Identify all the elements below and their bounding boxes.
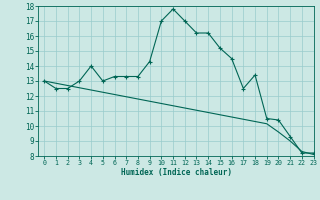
- X-axis label: Humidex (Indice chaleur): Humidex (Indice chaleur): [121, 168, 231, 177]
